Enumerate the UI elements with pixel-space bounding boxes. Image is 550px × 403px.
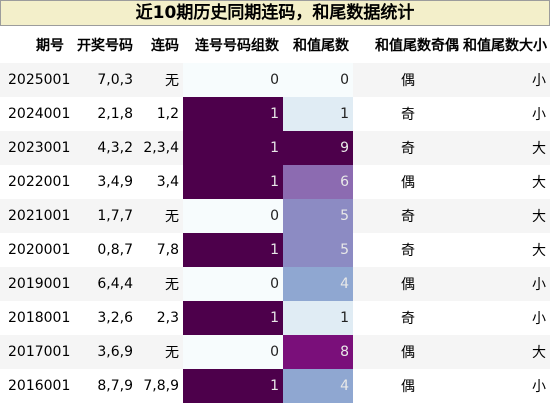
cell-consecutive: 2,3,4: [137, 131, 183, 165]
cell-size: 小: [463, 301, 550, 335]
cell-numbers: 4,3,2: [68, 131, 137, 165]
cell-consecutive: 无: [137, 267, 183, 301]
cell-consecutive: 无: [137, 63, 183, 97]
cell-group-count: 0: [183, 267, 283, 301]
cell-numbers: 3,6,9: [68, 335, 137, 369]
cell-parity: 奇: [353, 199, 463, 233]
cell-size: 小: [463, 267, 550, 301]
cell-group-count: 1: [183, 165, 283, 199]
cell-tail: 4: [283, 369, 353, 403]
cell-issue: 2022001: [0, 165, 70, 199]
cell-tail: 1: [283, 301, 353, 335]
cell-numbers: 1,7,7: [68, 199, 137, 233]
cell-numbers: 7,0,3: [68, 63, 137, 97]
cell-parity: 偶: [353, 267, 463, 301]
cell-issue: 2020001: [0, 233, 70, 267]
cell-parity: 偶: [353, 335, 463, 369]
cell-parity: 奇: [353, 301, 463, 335]
table-row: 2016001 8,7,9 7,8,9 1 4 偶小: [0, 369, 550, 403]
cell-group-count: 0: [183, 335, 283, 369]
cell-consecutive: 7,8,9: [137, 369, 183, 403]
table-body: 2025001 7,0,3 无 0 0 偶小 2024001 2,1,8 1,2 1 1 奇小 2023…: [0, 63, 550, 403]
cell-numbers: 8,7,9: [68, 369, 137, 403]
cell-group-count: 1: [183, 301, 283, 335]
table-row: 2025001 7,0,3 无 0 0 偶小: [0, 63, 550, 97]
cell-issue: 2016001: [0, 369, 70, 403]
table-row: 2019001 6,4,4 无 0 4 偶小: [0, 267, 550, 301]
cell-parity: 奇: [353, 233, 463, 267]
cell-group-count: 1: [183, 369, 283, 403]
table-row: 2022001 3,4,9 3,4 1 6 偶大: [0, 165, 550, 199]
cell-consecutive: 无: [137, 335, 183, 369]
cell-tail: 6: [283, 165, 353, 199]
header-consecutive: 连码: [137, 27, 183, 63]
page-title: 近10期历史同期连码，和尾数据统计: [0, 0, 550, 26]
cell-size: 大: [463, 131, 550, 165]
header-tail: 和值尾数: [283, 27, 353, 63]
cell-issue: 2019001: [0, 267, 70, 301]
cell-issue: 2023001: [0, 131, 70, 165]
cell-tail: 5: [283, 199, 353, 233]
cell-numbers: 0,8,7: [68, 233, 137, 267]
header-numbers: 开奖号码: [68, 27, 137, 63]
header-size: 和值尾数大小: [463, 27, 550, 63]
header-row: 期号 开奖号码 连码 连号号码组数 和值尾数 和值尾数奇偶 和值尾数大小: [0, 27, 550, 63]
cell-tail: 9: [283, 131, 353, 165]
cell-size: 小: [463, 63, 550, 97]
cell-size: 大: [463, 165, 550, 199]
cell-consecutive: 7,8: [137, 233, 183, 267]
cell-tail: 0: [283, 63, 353, 97]
cell-group-count: 0: [183, 63, 283, 97]
cell-issue: 2018001: [0, 301, 70, 335]
cell-consecutive: 2,3: [137, 301, 183, 335]
cell-numbers: 3,2,6: [68, 301, 137, 335]
stats-table: 期号 开奖号码 连码 连号号码组数 和值尾数 和值尾数奇偶 和值尾数大小 202…: [0, 27, 550, 403]
cell-consecutive: 1,2: [137, 97, 183, 131]
header-parity: 和值尾数奇偶: [353, 27, 463, 63]
table-row: 2021001 1,7,7 无 0 5 奇大: [0, 199, 550, 233]
cell-group-count: 0: [183, 199, 283, 233]
table-row: 2024001 2,1,8 1,2 1 1 奇小: [0, 97, 550, 131]
cell-numbers: 3,4,9: [68, 165, 137, 199]
cell-parity: 偶: [353, 165, 463, 199]
cell-issue: 2017001: [0, 335, 70, 369]
cell-issue: 2021001: [0, 199, 70, 233]
cell-tail: 4: [283, 267, 353, 301]
cell-issue: 2024001: [0, 97, 70, 131]
cell-parity: 偶: [353, 63, 463, 97]
cell-size: 大: [463, 199, 550, 233]
cell-group-count: 1: [183, 233, 283, 267]
cell-consecutive: 3,4: [137, 165, 183, 199]
cell-size: 大: [463, 335, 550, 369]
header-issue: 期号: [0, 27, 68, 63]
cell-numbers: 2,1,8: [68, 97, 137, 131]
cell-size: 小: [463, 369, 550, 403]
cell-size: 大: [463, 233, 550, 267]
table-row: 2017001 3,6,9 无 0 8 偶大: [0, 335, 550, 369]
cell-group-count: 1: [183, 131, 283, 165]
header-group-count: 连号号码组数: [183, 27, 283, 63]
cell-issue: 2025001: [0, 63, 70, 97]
table-row: 2018001 3,2,6 2,3 1 1 奇小: [0, 301, 550, 335]
cell-group-count: 1: [183, 97, 283, 131]
cell-parity: 偶: [353, 369, 463, 403]
cell-tail: 8: [283, 335, 353, 369]
table-row: 2020001 0,8,7 7,8 1 5 奇大: [0, 233, 550, 267]
cell-tail: 1: [283, 97, 353, 131]
cell-tail: 5: [283, 233, 353, 267]
cell-parity: 奇: [353, 97, 463, 131]
cell-numbers: 6,4,4: [68, 267, 137, 301]
table-row: 2023001 4,3,2 2,3,4 1 9 奇大: [0, 131, 550, 165]
cell-size: 小: [463, 97, 550, 131]
cell-consecutive: 无: [137, 199, 183, 233]
cell-parity: 奇: [353, 131, 463, 165]
